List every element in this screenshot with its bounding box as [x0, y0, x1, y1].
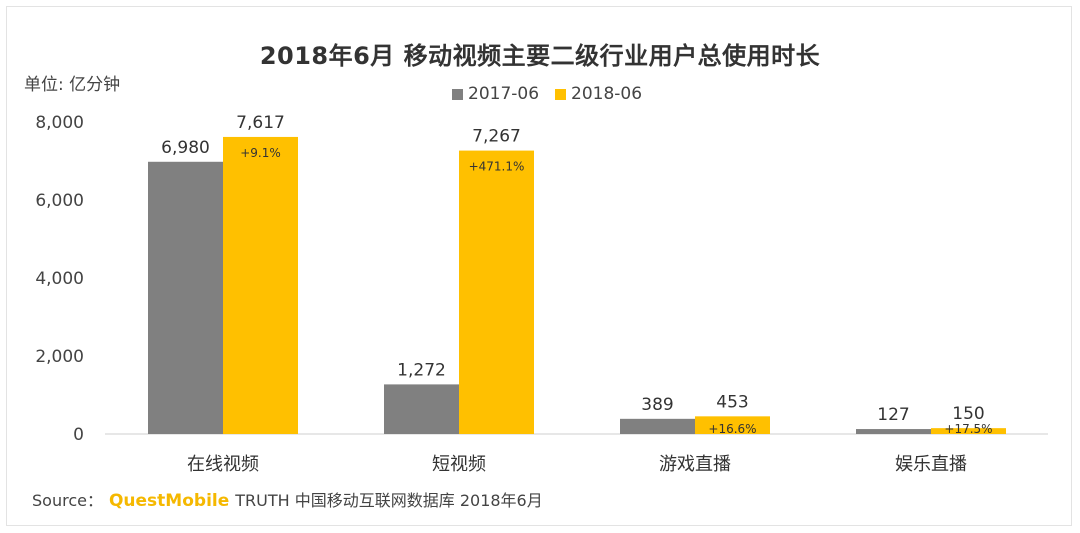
legend-swatch-2017: [452, 88, 463, 100]
bar-2018-06: [223, 136, 298, 434]
data-label: 7,267: [472, 127, 521, 147]
legend-label-2017: 2017-06: [468, 84, 540, 104]
data-label: 150: [952, 404, 984, 424]
x-category-label: 游戏直播: [659, 454, 731, 475]
bar-2017-06: [384, 384, 459, 434]
y-tick-label: 2,000: [35, 347, 84, 367]
y-tick-label: 6,000: [35, 191, 84, 211]
legend-label-2018: 2018-06: [571, 84, 643, 104]
legend-item-2017: 2017-06: [452, 84, 539, 104]
source-line: Source： QuestMobile TRUTH 中国移动互联网数据库 201…: [32, 487, 543, 511]
data-label: 453: [716, 392, 748, 412]
source-prefix: Source：: [32, 491, 103, 510]
bar-2018-06: [695, 416, 770, 434]
data-label: 389: [641, 395, 673, 415]
bar-2017-06: [148, 161, 223, 434]
bar-2017-06: [856, 429, 931, 434]
unit-label: 单位: 亿分钟: [24, 75, 121, 95]
legend: 2017-06 2018-06: [452, 84, 642, 104]
chart-title: 2018年6月 移动视频主要二级行业用户总使用时长: [259, 42, 821, 70]
growth-label: +16.6%: [708, 422, 756, 436]
bar-2018-06: [931, 428, 1006, 434]
legend-item-2018: 2018-06: [555, 84, 642, 104]
x-category-label: 短视频: [432, 454, 486, 475]
y-tick-label: 0: [73, 425, 84, 445]
x-category-label: 在线视频: [187, 454, 259, 475]
x-category-label: 娱乐直播: [895, 454, 967, 475]
source-text: TRUTH 中国移动互联网数据库 2018年6月: [235, 491, 543, 510]
source-brand: QuestMobile: [108, 491, 230, 511]
bar-2017-06: [620, 418, 695, 434]
chart-frame: [6, 6, 1072, 526]
data-label: 1,272: [397, 360, 446, 380]
bar-2018-06: [459, 150, 534, 434]
y-tick-label: 8,000: [35, 113, 84, 133]
growth-label: +17.5%: [944, 422, 992, 436]
growth-label: +471.1%: [469, 160, 525, 174]
legend-swatch-2018: [555, 88, 567, 100]
y-tick-label: 4,000: [35, 269, 84, 289]
growth-label: +9.1%: [240, 146, 281, 160]
data-label: 127: [877, 405, 909, 425]
data-label: 6,980: [161, 138, 210, 158]
data-label: 7,617: [236, 113, 285, 133]
